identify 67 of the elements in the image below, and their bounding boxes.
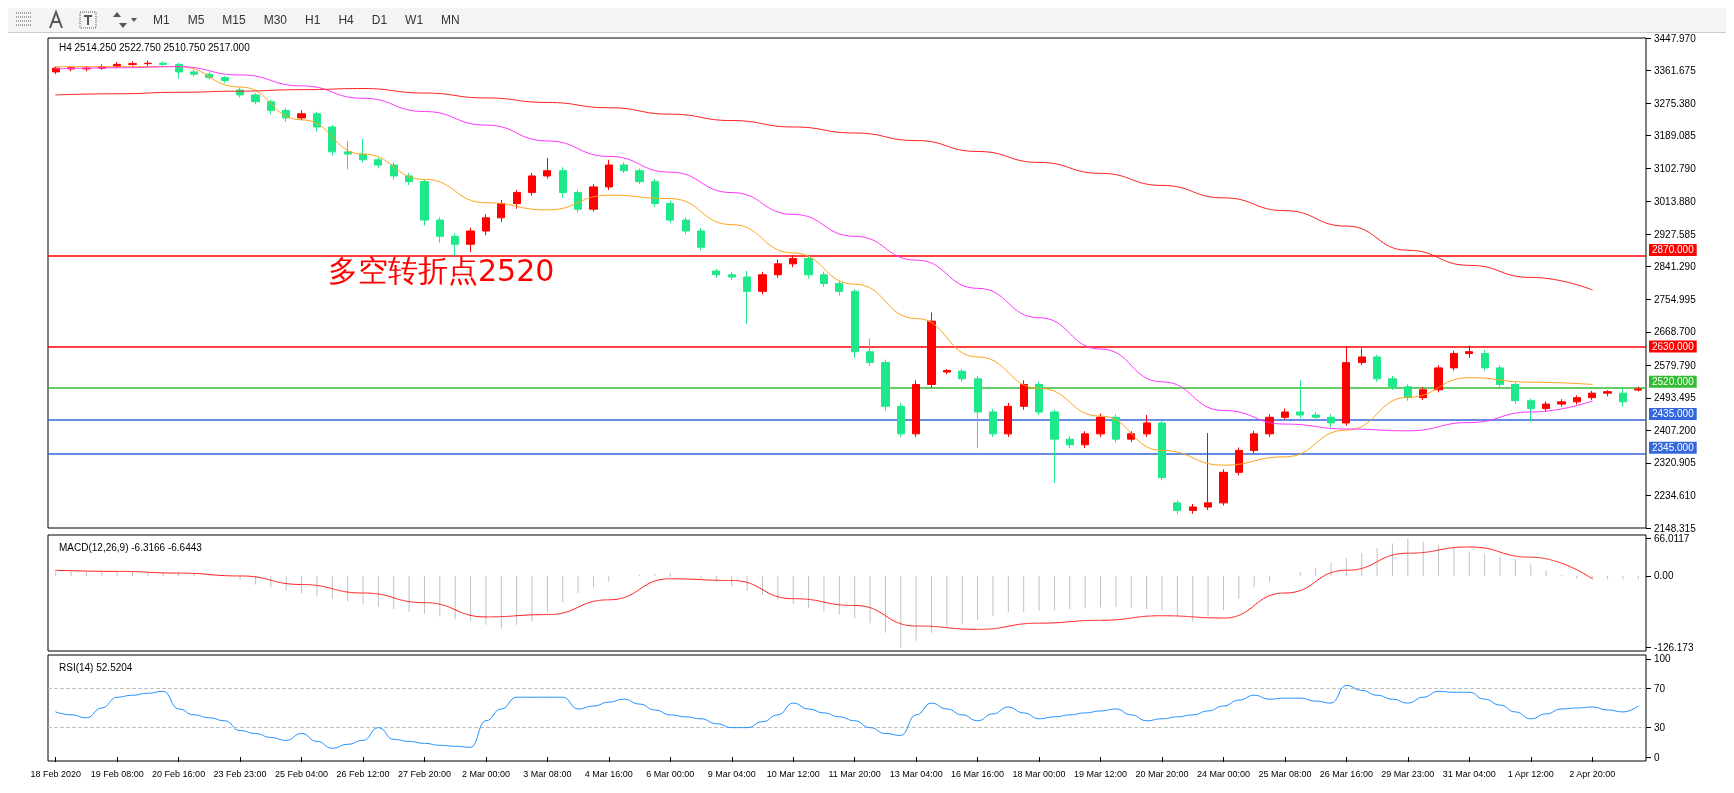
y-tick-label: 100	[1654, 653, 1672, 665]
x-tick-label: 27 Feb 20:00	[397, 768, 451, 779]
x-tick-label: 18 Feb 2020	[30, 768, 81, 779]
ref-line-label: 2870.000	[1652, 244, 1695, 256]
y-tick-label: 30	[1654, 722, 1666, 734]
x-tick-label: 19 Feb 08:00	[90, 768, 144, 779]
text: D1	[370, 12, 389, 29]
x-tick-label: 20 Feb 16:00	[152, 768, 206, 779]
annotation: 多空转折点2520	[328, 252, 555, 288]
y-tick-label: 2754.995	[1654, 293, 1697, 305]
y-tick-label: 2407.200	[1654, 424, 1697, 436]
text: M1	[152, 12, 171, 29]
text: W1	[404, 12, 425, 29]
x-tick-label: 20 Mar 20:00	[1135, 768, 1189, 779]
x-tick-label: 24 Mar 00:00	[1196, 768, 1250, 779]
x-tick-label: 19 Mar 12:00	[1074, 768, 1128, 779]
x-tick-label: 3 Mar 08:00	[523, 768, 572, 779]
y-tick-label: 70	[1654, 682, 1666, 694]
x-tick-label: 31 Mar 04:00	[1442, 768, 1496, 779]
x-tick-label: 26 Mar 16:00	[1319, 768, 1373, 779]
ref-line-label: 2435.000	[1652, 408, 1695, 420]
text: H1	[304, 12, 322, 29]
y-tick-label: 2841.290	[1654, 261, 1697, 273]
y-tick-label: 2493.495	[1654, 392, 1697, 404]
x-tick-label: 10 Mar 12:00	[766, 768, 820, 779]
ref-line-label: 2520.000	[1652, 376, 1695, 388]
text: M30	[262, 12, 289, 29]
y-tick-label: 2927.585	[1654, 228, 1697, 240]
x-tick-label: 25 Mar 08:00	[1258, 768, 1312, 779]
y-tick-label: 3447.970	[1654, 32, 1697, 44]
text: MACD(12,26,9) -6.3166 -6.6443	[59, 541, 203, 553]
y-tick-label: 2234.610	[1654, 489, 1697, 501]
y-tick-label: 3275.380	[1654, 97, 1697, 109]
text: M15	[221, 12, 247, 29]
x-tick-label: 13 Mar 04:00	[889, 768, 943, 779]
y-tick-label: 2668.700	[1654, 326, 1697, 338]
chart-title: H4 2514.250 2522.750 2510.750 2517.000	[59, 41, 251, 53]
x-tick-label: 16 Mar 16:00	[951, 768, 1005, 779]
y-tick-label: 2579.790	[1654, 359, 1697, 371]
x-tick-label: 25 Feb 04:00	[275, 768, 329, 779]
y-tick-label: 3361.675	[1654, 65, 1697, 77]
x-tick-label: 6 Mar 00:00	[646, 768, 695, 779]
x-tick-label: 1 Apr 12:00	[1507, 768, 1554, 779]
y-tick-label: 66.0117	[1654, 532, 1690, 544]
x-tick-label: 26 Feb 12:00	[336, 768, 390, 779]
x-tick-label: 2 Mar 00:00	[461, 768, 510, 779]
y-tick-label: 2320.905	[1654, 457, 1697, 469]
y-tick-label: 2148.315	[1654, 522, 1697, 534]
ref-line-label: 2630.000	[1652, 340, 1695, 352]
y-tick-label: -126.173	[1654, 642, 1694, 654]
x-tick-label: 2 Apr 20:00	[1569, 768, 1616, 779]
y-tick-label: 3013.880	[1654, 196, 1697, 208]
text: RSI(14) 52.5204	[59, 661, 133, 673]
x-tick-label: 4 Mar 16:00	[584, 768, 633, 779]
x-tick-label: 18 Mar 00:00	[1012, 768, 1066, 779]
x-tick-label: 23 Feb 23:00	[213, 768, 267, 779]
y-tick-label: 3102.790	[1654, 162, 1697, 174]
ref-line-label: 2345.000	[1652, 442, 1695, 454]
y-tick-label: 0.00	[1654, 570, 1674, 582]
x-tick-label: 11 Mar 20:00	[828, 768, 881, 779]
y-tick-label: 0	[1654, 751, 1660, 763]
text: MN	[440, 12, 461, 29]
text: M5	[186, 12, 206, 29]
y-tick-label: 3189.085	[1654, 130, 1697, 142]
x-tick-label: 9 Mar 04:00	[707, 768, 756, 779]
text: H4	[337, 12, 355, 29]
x-tick-label: 29 Mar 23:00	[1381, 768, 1435, 779]
